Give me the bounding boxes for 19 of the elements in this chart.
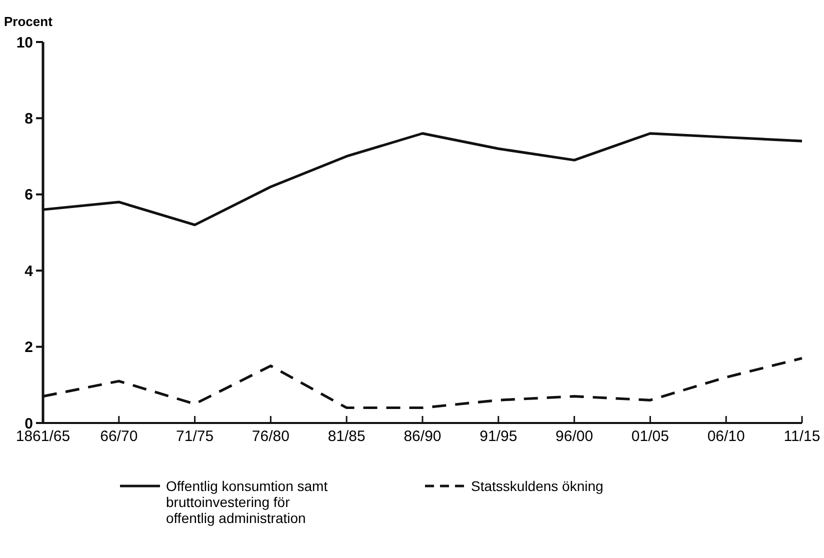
y-axis-title: Procent: [4, 14, 54, 29]
y-tick-label: 8: [24, 110, 33, 128]
x-tick-label: 11/15: [784, 428, 820, 445]
y-tick-label: 4: [24, 262, 34, 280]
x-tick-label: 1861/65: [16, 428, 70, 445]
x-tick-label: 66/70: [100, 428, 138, 445]
x-tick-label: 81/85: [328, 428, 366, 445]
legend-label: Offentlig konsumtion samt bruttoinvestering för offentlig administration: [166, 478, 328, 526]
x-tick-label: 06/10: [707, 428, 745, 445]
x-tick-label: 01/05: [631, 428, 669, 445]
x-tick-label: 86/90: [404, 428, 442, 445]
legend-label: Statsskuldens ökning: [471, 478, 604, 494]
x-tick-label: 76/80: [252, 428, 290, 445]
x-tick-label: 96/00: [556, 428, 594, 445]
x-tick-label: 91/95: [480, 428, 518, 445]
y-tick-label: 2: [24, 339, 33, 356]
y-tick-label: 6: [24, 186, 33, 204]
x-tick-label: 71/75: [176, 428, 214, 445]
y-tick-label: 10: [16, 34, 33, 52]
